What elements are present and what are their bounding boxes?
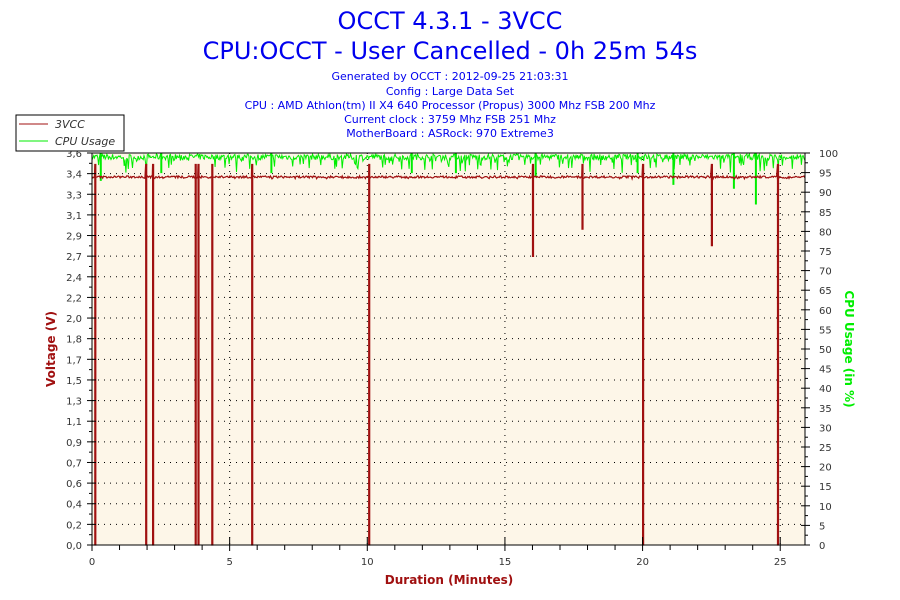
legend-label-3vcc: 3VCC [55,118,85,131]
axes: 0,0 0,2 0,4 0,6 0,7 0,9 1,1 1,3 1,5 1,7 1,8 2,0 2,2 2… [66,149,838,568]
y-tick-label: 2,0 [66,314,82,325]
y2-tick-label: 80 [819,227,832,238]
y2-tick-label: 10 [819,502,832,513]
plot-area [92,153,805,545]
y-tick-label: 1,8 [66,335,82,346]
y-tick-label: 0,2 [66,520,82,531]
y-tick-label: 2,4 [66,273,82,284]
y-tick-label: 3,4 [66,170,82,181]
y2-tick-label: 0 [819,541,825,552]
y2-tick-label: 20 [819,463,832,474]
y2-tick-label: 15 [819,482,832,493]
y-tick-label: 0,6 [66,479,82,490]
x-tick-label: 10 [361,557,374,568]
y2-tick-label: 90 [819,188,832,199]
y-tick-label: 1,1 [66,417,82,428]
chart-subtitle: CPU:OCCT - User Cancelled - 0h 25m 54s [203,37,698,65]
y-tick-label: 2,9 [66,232,82,243]
y2-tick-label: 100 [819,149,838,160]
grid [92,153,805,545]
y-tick-label: 1,5 [66,376,82,387]
x-tick-label: 5 [226,557,232,568]
y-axis-label: Voltage (V) [44,311,58,387]
y2-tick-label: 70 [819,267,832,278]
y2-tick-label: 50 [819,345,832,356]
info-config: Config : Large Data Set [386,85,515,98]
y-tick-label: 1,7 [66,355,82,366]
y2-tick-label: 30 [819,423,832,434]
y-tick-label: 0,9 [66,438,82,449]
y-tick-label: 1,3 [66,397,82,408]
y-tick-label: 2,2 [66,293,82,304]
legend-label-cpu: CPU Usage [55,135,115,148]
series-line-cpu-usage [91,152,806,205]
series-layer [91,152,806,546]
x-axis-label: Duration (Minutes) [385,573,513,587]
y2-tick-label: 65 [819,286,832,297]
y2-tick-label: 45 [819,365,832,376]
legend: 3VCC CPU Usage [15,114,125,152]
info-generated: Generated by OCCT : 2012-09-25 21:03:31 [331,70,568,83]
y2-tick-label: 25 [819,443,832,454]
y2-tick-label: 60 [819,306,832,317]
y-tick-label: 3,3 [66,190,82,201]
y-tick-label: 3,6 [66,149,82,160]
x-tick-label: 15 [499,557,512,568]
chart-title: OCCT 4.3.1 - 3VCC [338,7,563,35]
y-tick-label: 0,4 [66,500,82,511]
x-tick-label: 25 [774,557,787,568]
y2-tick-label: 55 [819,325,832,336]
info-cpu: CPU : AMD Athlon(tm) II X4 640 Processor… [245,99,656,112]
series-line-3vcc [91,163,806,546]
y2-tick-label: 75 [819,247,832,258]
x-tick-label: 0 [89,557,95,568]
y-tick-label: 0,7 [66,458,82,469]
y2-tick-label: 85 [819,208,832,219]
y2-tick-label: 95 [819,169,832,180]
info-clock: Current clock : 3759 Mhz FSB 251 Mhz [344,113,556,126]
y2-tick-label: 35 [819,404,832,415]
y2-tick-label: 40 [819,384,832,395]
x-tick-label: 20 [636,557,649,568]
y-tick-label: 0,0 [66,541,82,552]
y-tick-label: 3,1 [66,211,82,222]
info-motherboard: MotherBoard : ASRock: 970 Extreme3 [346,127,554,140]
y2-tick-label: 5 [819,521,825,532]
y2-axis-label: CPU Usage (in %) [842,290,856,407]
y-tick-label: 2,7 [66,252,82,263]
